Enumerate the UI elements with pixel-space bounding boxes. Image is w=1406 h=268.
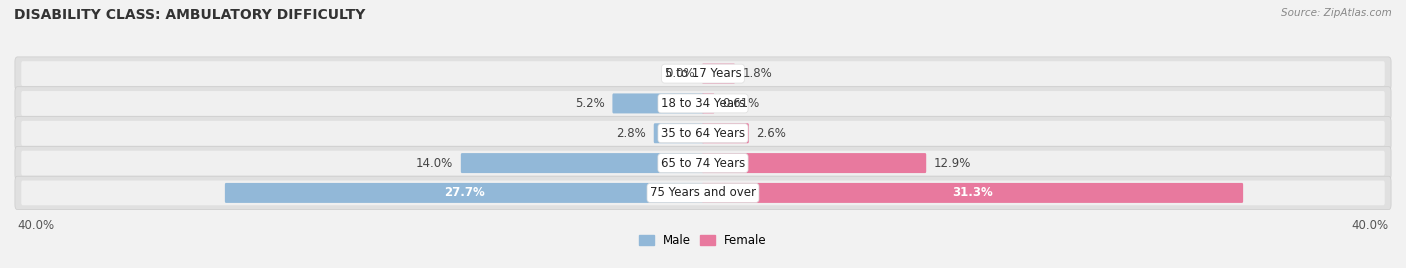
- Text: 35 to 64 Years: 35 to 64 Years: [661, 127, 745, 140]
- FancyBboxPatch shape: [461, 153, 704, 173]
- FancyBboxPatch shape: [702, 64, 735, 84]
- Text: 27.7%: 27.7%: [444, 187, 485, 199]
- FancyBboxPatch shape: [21, 151, 1385, 176]
- FancyBboxPatch shape: [702, 94, 714, 113]
- Text: 14.0%: 14.0%: [416, 157, 453, 170]
- Text: 18 to 34 Years: 18 to 34 Years: [661, 97, 745, 110]
- FancyBboxPatch shape: [15, 146, 1391, 180]
- Text: Source: ZipAtlas.com: Source: ZipAtlas.com: [1281, 8, 1392, 18]
- FancyBboxPatch shape: [21, 181, 1385, 205]
- Text: DISABILITY CLASS: AMBULATORY DIFFICULTY: DISABILITY CLASS: AMBULATORY DIFFICULTY: [14, 8, 366, 22]
- FancyBboxPatch shape: [15, 176, 1391, 210]
- Text: 75 Years and over: 75 Years and over: [650, 187, 756, 199]
- FancyBboxPatch shape: [225, 183, 704, 203]
- FancyBboxPatch shape: [15, 87, 1391, 120]
- Text: 2.6%: 2.6%: [756, 127, 786, 140]
- FancyBboxPatch shape: [21, 61, 1385, 86]
- Text: 12.9%: 12.9%: [934, 157, 972, 170]
- FancyBboxPatch shape: [702, 153, 927, 173]
- Text: 5.2%: 5.2%: [575, 97, 605, 110]
- Text: 65 to 74 Years: 65 to 74 Years: [661, 157, 745, 170]
- FancyBboxPatch shape: [702, 123, 749, 143]
- FancyBboxPatch shape: [15, 57, 1391, 90]
- Text: 0.61%: 0.61%: [723, 97, 759, 110]
- Text: 40.0%: 40.0%: [17, 219, 55, 232]
- Text: 40.0%: 40.0%: [1351, 219, 1389, 232]
- FancyBboxPatch shape: [15, 117, 1391, 150]
- FancyBboxPatch shape: [702, 183, 1243, 203]
- Text: 1.8%: 1.8%: [742, 67, 772, 80]
- Text: 5 to 17 Years: 5 to 17 Years: [665, 67, 741, 80]
- FancyBboxPatch shape: [21, 91, 1385, 116]
- Text: 31.3%: 31.3%: [952, 187, 993, 199]
- Text: 0.0%: 0.0%: [665, 67, 695, 80]
- FancyBboxPatch shape: [613, 94, 704, 113]
- Text: 2.8%: 2.8%: [616, 127, 647, 140]
- FancyBboxPatch shape: [654, 123, 704, 143]
- Legend: Male, Female: Male, Female: [634, 229, 772, 252]
- FancyBboxPatch shape: [21, 121, 1385, 146]
